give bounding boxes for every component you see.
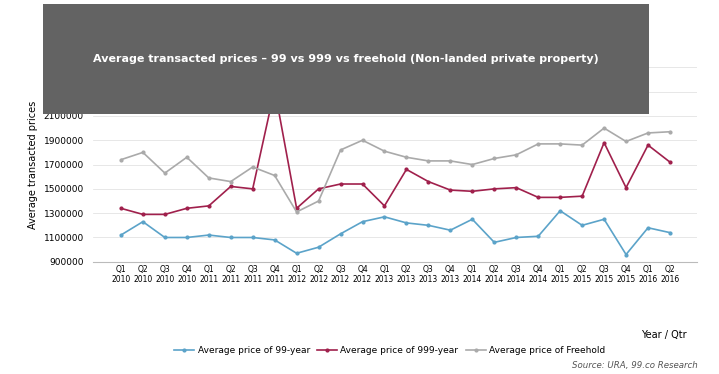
Average price of 99-year: [160, 235, 169, 240]
Average price of 99-year: [116, 233, 125, 237]
Average price of Freehold: [116, 157, 125, 162]
Average price of Freehold: [490, 156, 498, 161]
Average price of Freehold: [358, 138, 367, 142]
Average price of 99-year: [270, 238, 279, 242]
Average price of 999-year: [293, 206, 301, 211]
Average price of Freehold: [183, 155, 191, 159]
Average price of Freehold: [446, 159, 454, 163]
Average price of 99-year: [512, 235, 521, 240]
Average price of Freehold: [468, 162, 477, 167]
Average price of Freehold: [226, 180, 235, 184]
Average price of 99-year: [248, 235, 257, 240]
Average price of 999-year: [139, 212, 147, 217]
Average price of 99-year: [424, 223, 433, 227]
Average price of 999-year: [226, 184, 235, 189]
Average price of Freehold: [380, 149, 389, 153]
Average price of 99-year: [534, 234, 543, 239]
Average price of 999-year: [622, 186, 631, 190]
Average price of 99-year: [226, 235, 235, 240]
Average price of 999-year: [402, 167, 411, 172]
Average price of 999-year: [270, 87, 279, 92]
Average price of 999-year: [666, 160, 674, 164]
Average price of 99-year: [468, 217, 477, 221]
Average price of Freehold: [600, 126, 608, 130]
Average price of 999-year: [358, 182, 367, 186]
Average price of Freehold: [644, 131, 652, 135]
Average price of 99-year: [666, 230, 674, 235]
Average price of 999-year: [512, 186, 521, 190]
Average price of 99-year: [556, 209, 564, 213]
Average price of Freehold: [270, 173, 279, 178]
Average price of 99-year: [490, 240, 498, 245]
Average price of 999-year: [468, 189, 477, 194]
Average price of 99-year: [336, 232, 345, 236]
Average price of 999-year: [490, 187, 498, 191]
Average price of Freehold: [248, 165, 257, 169]
Text: Year / Qtr: Year / Qtr: [641, 330, 687, 340]
Average price of Freehold: [336, 148, 345, 152]
Average price of 99-year: [358, 220, 367, 224]
Average price of 999-year: [160, 212, 169, 217]
Legend: Average price of 99-year, Average price of 999-year, Average price of Freehold: Average price of 99-year, Average price …: [170, 342, 609, 358]
Average price of 999-year: [380, 203, 389, 208]
Average price of Freehold: [512, 153, 521, 157]
Average price of 999-year: [644, 143, 652, 147]
Average price of 99-year: [314, 245, 323, 249]
Average price of 999-year: [424, 180, 433, 184]
Average price of 99-year: [644, 226, 652, 230]
Average price of 999-year: [116, 206, 125, 211]
Average price of 999-year: [556, 195, 564, 200]
Average price of 999-year: [600, 140, 608, 145]
Average price of Freehold: [160, 171, 169, 175]
Line: Average price of 99-year: Average price of 99-year: [119, 209, 672, 256]
Average price of 99-year: [622, 252, 631, 257]
Average price of 999-year: [248, 187, 257, 191]
Average price of 99-year: [139, 220, 147, 224]
Y-axis label: Average transacted prices: Average transacted prices: [28, 101, 38, 229]
Average price of Freehold: [556, 142, 564, 146]
Average price of Freehold: [424, 159, 433, 163]
Line: Average price of 999-year: Average price of 999-year: [119, 88, 672, 216]
Average price of Freehold: [666, 129, 674, 134]
Line: Average price of Freehold: Average price of Freehold: [119, 127, 672, 213]
Average price of 99-year: [578, 223, 587, 227]
Average price of 999-year: [336, 182, 345, 186]
Average price of Freehold: [314, 199, 323, 203]
Average price of 99-year: [600, 217, 608, 221]
Average price of Freehold: [402, 155, 411, 159]
Average price of 999-year: [446, 188, 454, 192]
Average price of 99-year: [402, 221, 411, 225]
Average price of 999-year: [578, 194, 587, 199]
Average price of 999-year: [534, 195, 543, 200]
Average price of 99-year: [446, 228, 454, 233]
Average price of 999-year: [314, 187, 323, 191]
Average price of Freehold: [534, 142, 543, 146]
Average price of 99-year: [183, 235, 191, 240]
Average price of 99-year: [204, 233, 213, 237]
Average price of Freehold: [204, 176, 213, 180]
Average price of 999-year: [183, 206, 191, 211]
Average price of 99-year: [293, 251, 301, 255]
Average price of Freehold: [139, 150, 147, 155]
Text: Average transacted prices – 99 vs 999 vs freehold (Non-landed private property): Average transacted prices – 99 vs 999 vs…: [93, 53, 599, 64]
Average price of 999-year: [204, 203, 213, 208]
Average price of Freehold: [293, 210, 301, 214]
Average price of 99-year: [380, 215, 389, 219]
Average price of Freehold: [622, 139, 631, 144]
Text: Source: URA, 99.co Research: Source: URA, 99.co Research: [572, 361, 697, 370]
Average price of Freehold: [578, 143, 587, 147]
